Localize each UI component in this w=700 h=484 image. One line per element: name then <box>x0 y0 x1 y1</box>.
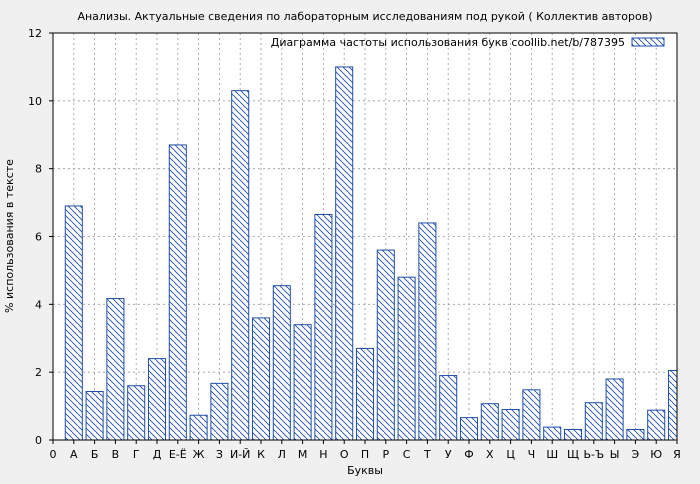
bar <box>397 276 416 441</box>
x-tick-label: Ц <box>506 448 515 461</box>
x-tick-label: Ж <box>193 448 205 461</box>
y-tick-label: 6 <box>35 231 42 244</box>
bar <box>355 347 375 441</box>
y-tick-label: 2 <box>35 366 42 379</box>
bar <box>626 428 645 441</box>
x-tick-label: Н <box>319 448 327 461</box>
bars <box>64 66 678 441</box>
x-tick-label: С <box>403 448 411 461</box>
x-axis-label: Буквы <box>347 464 383 477</box>
x-tick-label: Е-Ё <box>169 448 187 461</box>
x-tick-label: Х <box>486 448 494 461</box>
x-tick-labels: 0 А Б В Г Д Е-Ё Ж З И-Й К Л М Н О П Р С Т У Ф Х Ц Ч Ш Щ Ь-Ъ Ы Э Ю Я <box>50 440 681 461</box>
bar <box>64 205 83 441</box>
bar <box>418 222 437 441</box>
bar <box>251 317 271 441</box>
bar <box>147 358 167 441</box>
bar <box>543 426 562 441</box>
x-tick-label: Ы <box>610 448 620 461</box>
bar <box>584 402 603 441</box>
x-tick-label: К <box>257 448 265 461</box>
bar <box>563 428 583 441</box>
bar <box>501 408 520 441</box>
legend: Диаграмма частоты использования букв coo… <box>271 36 665 49</box>
x-tick-label: Ю <box>650 448 662 461</box>
x-tick-label: Г <box>133 448 140 461</box>
x-tick-label: В <box>112 448 120 461</box>
x-tick-label: П <box>361 448 369 461</box>
x-tick-label: Щ <box>567 448 579 461</box>
bar <box>189 414 208 441</box>
bar <box>85 390 104 441</box>
legend-label: Диаграмма частоты использования букв coo… <box>271 36 625 49</box>
legend-swatch <box>631 37 665 47</box>
bar <box>293 324 312 441</box>
x-tick-label: О <box>340 448 349 461</box>
x-tick-label: 0 <box>50 448 57 461</box>
x-tick-label: И-Й <box>230 448 250 461</box>
x-tick-label: Э <box>632 448 640 461</box>
bar <box>647 409 666 441</box>
bar <box>272 285 291 441</box>
x-tick-label: Б <box>91 448 99 461</box>
bar <box>106 298 125 441</box>
x-tick-label: М <box>298 448 308 461</box>
y-tick-label: 12 <box>28 27 42 40</box>
bar <box>459 417 479 441</box>
x-tick-label: Д <box>153 448 162 461</box>
bar <box>376 249 395 441</box>
x-tick-label: Т <box>423 448 431 461</box>
x-tick-label: Л <box>278 448 286 461</box>
y-tick-label: 4 <box>35 298 42 311</box>
y-axis-label: % использования в тексте <box>3 159 16 313</box>
chart-title: Анализы. Актуальные сведения по лаборато… <box>77 10 652 23</box>
y-tick-labels: 0 2 4 6 8 10 12 <box>28 27 53 447</box>
bar <box>667 369 678 441</box>
bar <box>231 90 250 441</box>
bar <box>127 385 146 441</box>
bar <box>522 389 541 441</box>
x-tick-label: Ф <box>464 448 473 461</box>
bar <box>210 382 229 441</box>
x-tick-label: З <box>216 448 223 461</box>
bar <box>439 375 458 441</box>
y-tick-label: 10 <box>28 95 42 108</box>
bar <box>168 144 187 441</box>
bar <box>480 403 499 441</box>
x-tick-label: А <box>70 448 78 461</box>
x-tick-label: Ь-Ъ <box>583 448 604 461</box>
x-tick-label: Ч <box>528 448 536 461</box>
x-tick-label: Р <box>382 448 389 461</box>
x-tick-label: Ш <box>546 448 558 461</box>
bar <box>605 378 624 441</box>
bar <box>335 66 354 441</box>
x-tick-label: У <box>445 448 452 461</box>
x-tick-label: Я <box>673 448 681 461</box>
bar <box>314 213 333 441</box>
y-tick-label: 8 <box>35 163 42 176</box>
y-tick-label: 0 <box>35 434 42 447</box>
